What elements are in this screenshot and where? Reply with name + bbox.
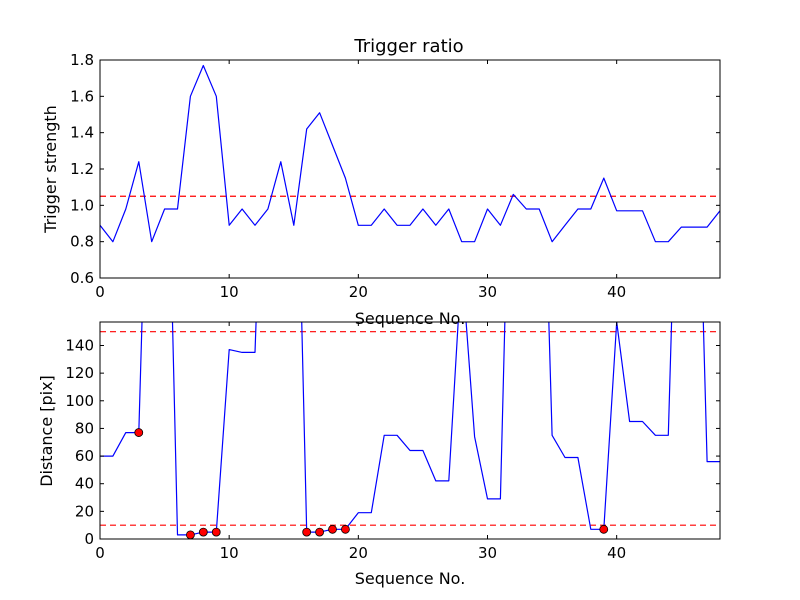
trigger-point: [599, 524, 609, 534]
x-tick-label: 0: [95, 544, 105, 562]
y-tick-label: 80: [75, 419, 94, 437]
distance-subplot: 0 10 20 30 40 0 20 40 60 80 100 120 140 Sequence No.…: [37, 321, 721, 588]
x-tick-label: 20: [349, 283, 368, 301]
y-tick-label: 60: [75, 447, 94, 465]
x-tick-label: 40: [607, 544, 626, 562]
y-tick-label: 20: [75, 502, 94, 520]
x-tick-label: 30: [478, 283, 497, 301]
y-tick-label: 120: [65, 364, 94, 382]
trigger-point: [341, 524, 350, 534]
x-tick-label: 40: [607, 283, 626, 301]
trigger-point: [328, 524, 337, 534]
y-tick-label: 1.4: [70, 124, 94, 142]
plot-frame: [99, 59, 721, 279]
y-tick-label: 1.6: [70, 87, 94, 105]
y-tick-label: 1.0: [70, 196, 94, 214]
trigger-point: [186, 530, 195, 539]
y-tick-label: 0: [84, 530, 94, 548]
y-tick-label: 100: [65, 392, 94, 410]
series-line: [100, 64, 720, 243]
trigger-point: [198, 527, 208, 537]
series-line: [100, 322, 720, 536]
x-axis-label: Sequence No.: [355, 569, 466, 588]
y-tick-label: 1.8: [70, 51, 94, 69]
x-tick-label: 20: [349, 544, 368, 562]
plot-frame: [99, 321, 721, 540]
y-tick-label: 0.8: [70, 233, 94, 251]
trigger-point: [211, 527, 221, 537]
y-tick-label: 0.6: [70, 269, 94, 287]
trigger-point: [315, 527, 324, 537]
x-tick-label: 0: [95, 283, 105, 301]
y-tick-label: 40: [75, 475, 94, 493]
trigger-point: [302, 527, 312, 537]
trigger-ratio-subplot: Trigger ratio 0 10 20 30 40 0.6 0.8 1.0 1.2 1.4 1.…: [41, 36, 721, 328]
y-axis-label: Distance [pix]: [37, 375, 56, 487]
x-tick-label: 10: [220, 544, 239, 562]
x-tick-label: 30: [478, 544, 497, 562]
trigger-point: [134, 428, 144, 437]
x-tick-label: 10: [220, 283, 239, 301]
y-tick-label: 1.2: [70, 160, 94, 178]
y-axis-label: Trigger strength: [41, 105, 60, 234]
y-tick-label: 140: [65, 336, 94, 354]
chart-title: Trigger ratio: [353, 36, 463, 57]
x-axis-label: Sequence No.: [355, 309, 466, 328]
